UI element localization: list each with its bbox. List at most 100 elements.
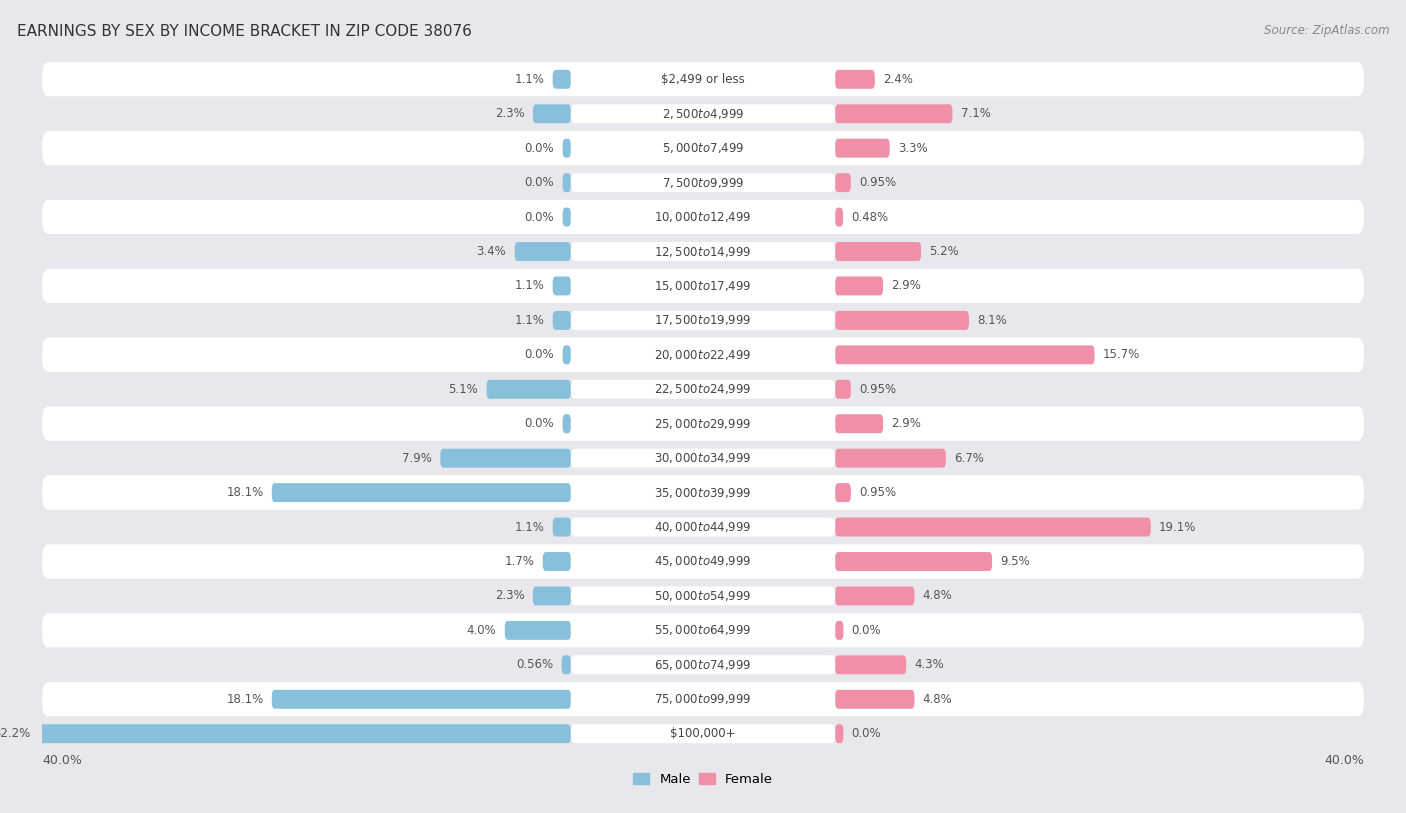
FancyBboxPatch shape [561, 655, 571, 674]
FancyBboxPatch shape [835, 449, 946, 467]
FancyBboxPatch shape [835, 70, 875, 89]
Text: EARNINGS BY SEX BY INCOME BRACKET IN ZIP CODE 38076: EARNINGS BY SEX BY INCOME BRACKET IN ZIP… [17, 24, 472, 39]
Text: 2.4%: 2.4% [883, 73, 912, 86]
FancyBboxPatch shape [42, 269, 1364, 303]
FancyBboxPatch shape [42, 165, 1364, 200]
FancyBboxPatch shape [571, 346, 835, 364]
FancyBboxPatch shape [835, 276, 883, 295]
FancyBboxPatch shape [835, 104, 952, 124]
FancyBboxPatch shape [42, 648, 1364, 682]
FancyBboxPatch shape [571, 139, 835, 158]
Legend: Male, Female: Male, Female [627, 767, 779, 791]
FancyBboxPatch shape [571, 207, 835, 227]
Text: 0.0%: 0.0% [524, 211, 554, 224]
Text: $35,000 to $39,999: $35,000 to $39,999 [654, 485, 752, 500]
FancyBboxPatch shape [553, 311, 571, 330]
FancyBboxPatch shape [553, 518, 571, 537]
FancyBboxPatch shape [835, 139, 890, 158]
FancyBboxPatch shape [835, 346, 1094, 364]
FancyBboxPatch shape [835, 586, 914, 606]
Text: 2.9%: 2.9% [891, 417, 921, 430]
Text: 4.8%: 4.8% [922, 693, 952, 706]
Text: $30,000 to $34,999: $30,000 to $34,999 [654, 451, 752, 465]
FancyBboxPatch shape [505, 621, 571, 640]
FancyBboxPatch shape [543, 552, 571, 571]
FancyBboxPatch shape [42, 337, 1364, 372]
FancyBboxPatch shape [42, 510, 1364, 544]
Text: 0.0%: 0.0% [524, 417, 554, 430]
FancyBboxPatch shape [835, 689, 914, 709]
FancyBboxPatch shape [571, 586, 835, 606]
Text: $10,000 to $12,499: $10,000 to $12,499 [654, 210, 752, 224]
Text: 3.3%: 3.3% [898, 141, 928, 154]
Text: 4.0%: 4.0% [467, 624, 496, 637]
Text: 1.1%: 1.1% [515, 280, 544, 293]
FancyBboxPatch shape [562, 173, 571, 192]
FancyBboxPatch shape [42, 200, 1364, 234]
FancyBboxPatch shape [835, 621, 844, 640]
FancyBboxPatch shape [571, 70, 835, 89]
Text: 19.1%: 19.1% [1159, 520, 1197, 533]
Text: 1.7%: 1.7% [505, 555, 534, 568]
FancyBboxPatch shape [440, 449, 571, 467]
FancyBboxPatch shape [835, 207, 844, 227]
Text: 0.56%: 0.56% [516, 659, 554, 672]
FancyBboxPatch shape [42, 476, 1364, 510]
FancyBboxPatch shape [533, 104, 571, 124]
FancyBboxPatch shape [835, 311, 969, 330]
FancyBboxPatch shape [39, 724, 571, 743]
FancyBboxPatch shape [835, 242, 921, 261]
FancyBboxPatch shape [42, 372, 1364, 406]
Text: 3.4%: 3.4% [477, 245, 506, 258]
Text: $12,500 to $14,999: $12,500 to $14,999 [654, 245, 752, 259]
Text: $75,000 to $99,999: $75,000 to $99,999 [654, 692, 752, 706]
Text: 2.3%: 2.3% [495, 107, 524, 120]
Text: 5.1%: 5.1% [449, 383, 478, 396]
FancyBboxPatch shape [835, 415, 883, 433]
Text: 5.2%: 5.2% [929, 245, 959, 258]
FancyBboxPatch shape [571, 242, 835, 261]
Text: 0.95%: 0.95% [859, 486, 896, 499]
Text: $15,000 to $17,499: $15,000 to $17,499 [654, 279, 752, 293]
Text: 0.95%: 0.95% [859, 383, 896, 396]
FancyBboxPatch shape [571, 655, 835, 674]
Text: $20,000 to $22,499: $20,000 to $22,499 [654, 348, 752, 362]
Text: 1.1%: 1.1% [515, 73, 544, 86]
FancyBboxPatch shape [42, 97, 1364, 131]
FancyBboxPatch shape [835, 483, 851, 502]
Text: $2,500 to $4,999: $2,500 to $4,999 [662, 107, 744, 121]
FancyBboxPatch shape [562, 415, 571, 433]
Text: $45,000 to $49,999: $45,000 to $49,999 [654, 554, 752, 568]
Text: 18.1%: 18.1% [226, 693, 263, 706]
Text: 1.1%: 1.1% [515, 314, 544, 327]
FancyBboxPatch shape [42, 303, 1364, 337]
Text: 0.95%: 0.95% [859, 176, 896, 189]
FancyBboxPatch shape [571, 104, 835, 124]
Text: 40.0%: 40.0% [1324, 754, 1364, 767]
FancyBboxPatch shape [835, 655, 907, 674]
FancyBboxPatch shape [571, 415, 835, 433]
FancyBboxPatch shape [42, 544, 1364, 579]
FancyBboxPatch shape [42, 716, 1364, 751]
FancyBboxPatch shape [571, 173, 835, 192]
FancyBboxPatch shape [42, 234, 1364, 269]
FancyBboxPatch shape [571, 311, 835, 330]
Text: 8.1%: 8.1% [977, 314, 1007, 327]
FancyBboxPatch shape [515, 242, 571, 261]
Text: $55,000 to $64,999: $55,000 to $64,999 [654, 624, 752, 637]
Text: 2.9%: 2.9% [891, 280, 921, 293]
Text: $17,500 to $19,999: $17,500 to $19,999 [654, 313, 752, 328]
Text: 15.7%: 15.7% [1102, 348, 1140, 361]
Text: 0.0%: 0.0% [852, 624, 882, 637]
Text: 0.0%: 0.0% [524, 141, 554, 154]
FancyBboxPatch shape [42, 406, 1364, 441]
FancyBboxPatch shape [42, 131, 1364, 165]
FancyBboxPatch shape [271, 689, 571, 709]
Text: 1.1%: 1.1% [515, 520, 544, 533]
Text: 4.3%: 4.3% [914, 659, 945, 672]
FancyBboxPatch shape [533, 586, 571, 606]
FancyBboxPatch shape [553, 70, 571, 89]
FancyBboxPatch shape [571, 380, 835, 398]
Text: 7.1%: 7.1% [960, 107, 991, 120]
FancyBboxPatch shape [42, 441, 1364, 476]
